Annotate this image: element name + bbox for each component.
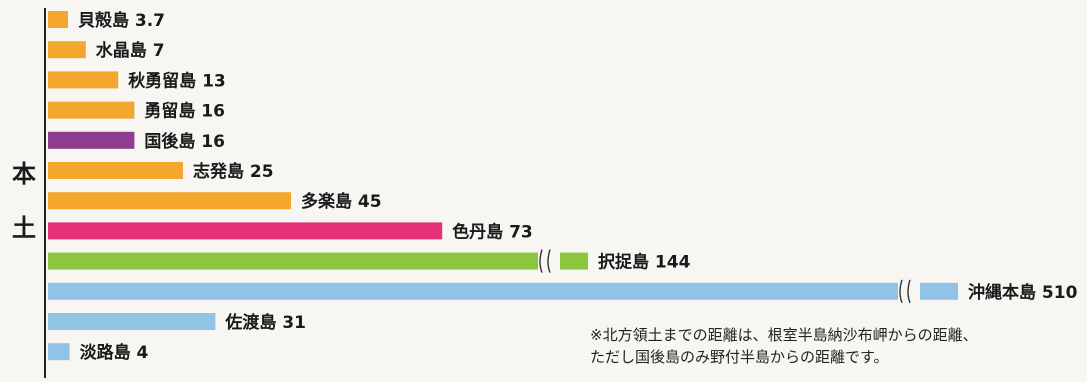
bar-佐渡島 [48, 313, 216, 330]
bar-label-秋勇留島: 秋勇留島 13 [128, 70, 226, 91]
footnote-line-1: ※北方領土までの距離は、根室半島納沙布岬からの距離、 [590, 326, 978, 344]
bar-label-勇留島: 勇留島 16 [144, 101, 225, 122]
bar-多楽島 [48, 192, 291, 210]
axis-break-mark [539, 249, 543, 273]
bar-label-国後島: 国後島 16 [144, 131, 225, 152]
bar-勇留島 [48, 101, 135, 119]
bar-貝殻島 [48, 11, 68, 28]
bar-label-択捉島: 択捉島 144 [598, 252, 691, 273]
footnote-line-2: ただし国後島のみ野付半島からの距離です。 [590, 348, 889, 366]
bar-淡路島 [48, 343, 70, 361]
bar-志発島 [48, 162, 183, 179]
axis-break-mark [907, 279, 911, 304]
footnote: ※北方領土までの距離は、根室半島納沙布岬からの距離、 ただし国後島のみ野付半島か… [590, 324, 978, 368]
bar-択捉島-tail [560, 252, 588, 270]
bar-秋勇留島 [48, 71, 119, 89]
bar-国後島 [48, 131, 135, 149]
bar-沖縄本島-tail [920, 282, 958, 300]
bar-label-水晶島: 水晶島 7 [96, 40, 165, 61]
bar-label-貝殻島: 貝殻島 3.7 [78, 10, 165, 31]
bar-沖縄本島-main [48, 282, 898, 300]
bar-label-佐渡島: 佐渡島 31 [224, 312, 306, 333]
bar-label-沖縄本島: 沖縄本島 510 [968, 282, 1078, 303]
bar-水晶島 [48, 41, 86, 59]
axis-break-mark [547, 249, 551, 273]
axis-label-do: 土 [12, 214, 36, 242]
bar-色丹島 [48, 222, 443, 240]
bar-択捉島-main [48, 252, 538, 270]
axis-label-hon: 本 [12, 160, 36, 188]
bar-label-多楽島: 多楽島 45 [301, 191, 382, 212]
bar-label-淡路島: 淡路島 4 [80, 342, 149, 363]
axis-break-mark [899, 279, 903, 304]
bar-label-色丹島: 色丹島 73 [452, 221, 533, 242]
bar-label-志発島: 志発島 25 [193, 161, 274, 182]
